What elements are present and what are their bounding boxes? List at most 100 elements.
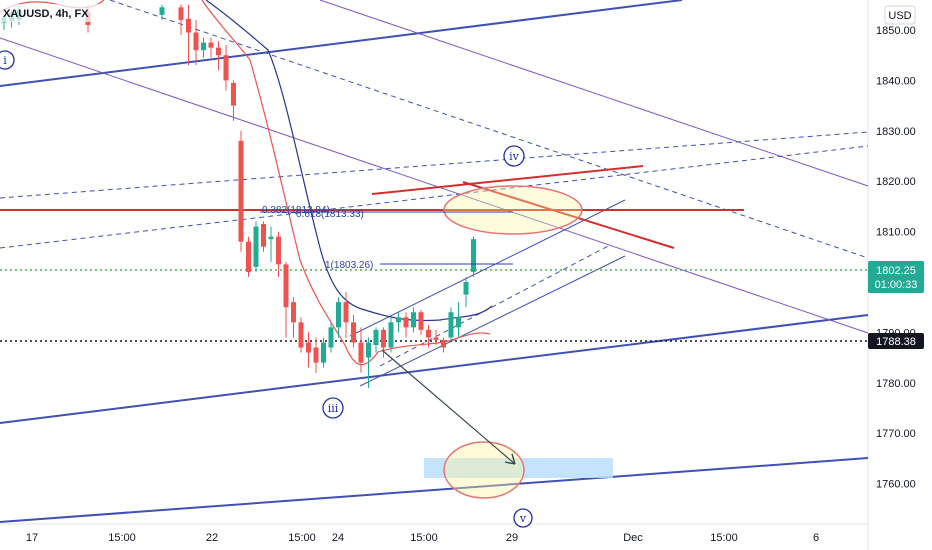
price-tick-label: 1810.00 (876, 227, 916, 239)
candle-body[interactable] (456, 317, 461, 328)
candle-body[interactable] (441, 339, 446, 348)
candle-body[interactable] (336, 302, 341, 328)
candle-body[interactable] (231, 82, 236, 106)
header-backdrop (0, 4, 100, 22)
candle-body[interactable] (448, 312, 454, 338)
fib-label-0618: 0.618(1813.33) (296, 209, 364, 220)
red-line-down[interactable] (462, 181, 675, 249)
price-tick-label: 1770.00 (876, 428, 916, 440)
candle-body[interactable] (418, 312, 424, 330)
dashed-line-2[interactable] (0, 131, 869, 199)
wave-label-i[interactable]: i (0, 50, 15, 70)
candle-body[interactable] (208, 42, 214, 48)
candle-body[interactable] (238, 140, 244, 242)
candle-body[interactable] (396, 317, 401, 323)
candle-body[interactable] (268, 236, 274, 240)
moving-average-blue (205, 0, 493, 322)
candle-body[interactable] (358, 342, 364, 363)
projection-arrow[interactable] (381, 349, 516, 465)
candle-body[interactable] (291, 302, 296, 323)
time-tick-label: 15:00 (710, 532, 738, 544)
dashed-line-3[interactable] (0, 145, 869, 249)
wave-label-iii[interactable]: iii (322, 397, 344, 419)
red-line-up[interactable] (371, 165, 644, 195)
price-axis[interactable]: 1850.001840.001830.001820.001810.001790.… (876, 25, 916, 491)
wave-label-iv[interactable]: iv (503, 145, 525, 167)
candle-body[interactable] (186, 18, 191, 33)
time-tick-label: 24 (332, 532, 344, 544)
candle-body[interactable] (246, 241, 251, 272)
projection-arrowhead (504, 453, 516, 465)
candle-body[interactable] (426, 329, 431, 338)
candle-body[interactable] (471, 239, 476, 272)
svg-text:i: i (3, 54, 7, 67)
candle-body[interactable] (351, 322, 356, 343)
candle-body[interactable] (178, 7, 184, 20)
moving-average-red (201, 0, 491, 366)
candle-body[interactable] (366, 342, 371, 358)
time-tick-label: Dec (623, 532, 643, 544)
currency-button[interactable]: USD (884, 5, 916, 25)
fib-label-0382: 0.382(1813.94) (262, 205, 330, 216)
target-zone-rect[interactable] (424, 458, 613, 478)
wave-label-v[interactable]: v (513, 508, 533, 528)
candle-body[interactable] (216, 47, 221, 56)
candle-body[interactable] (403, 317, 409, 328)
time-tick-label: 22 (206, 532, 218, 544)
price-tick-label: 1840.00 (876, 75, 916, 87)
candle-body[interactable] (306, 342, 311, 353)
candle-body[interactable] (433, 337, 439, 340)
price-tick-label: 1830.00 (876, 126, 916, 138)
highlight-ellipse-top[interactable] (443, 185, 583, 235)
candle-body[interactable] (283, 264, 289, 308)
channel-mid-line[interactable] (0, 314, 869, 424)
candle-body[interactable] (261, 224, 266, 247)
dashed-line-4[interactable] (379, 244, 611, 367)
candle-body[interactable] (201, 42, 206, 51)
candle-body[interactable] (381, 329, 386, 348)
candle-body[interactable] (159, 7, 165, 15)
svg-text:iii: iii (328, 402, 339, 415)
time-tick-label: 15:00 (288, 532, 316, 544)
candle-body[interactable] (343, 302, 349, 323)
candle-body[interactable] (463, 282, 469, 295)
time-tick-label: 29 (506, 532, 518, 544)
price-tick-label: 1760.00 (876, 479, 916, 491)
svg-text:USD: USD (888, 10, 911, 22)
price-tick-label: 1850.00 (876, 25, 916, 37)
candle-body[interactable] (253, 226, 259, 267)
small-channel-lower[interactable] (359, 255, 626, 387)
candle-body[interactable] (223, 55, 229, 81)
small-channel-upper[interactable] (349, 199, 626, 337)
candle-body[interactable] (193, 32, 199, 51)
time-axis[interactable]: 17 15:00 22 15:00 24 15:00 29 Dec 15:00 6 (26, 532, 819, 544)
symbol-header[interactable]: XAUUSD, 4h, FX (3, 8, 89, 20)
candle-body[interactable] (321, 342, 326, 363)
svg-text:iv: iv (509, 150, 520, 163)
time-tick-label: 15:00 (108, 532, 136, 544)
trend-line-thin-1[interactable] (319, 0, 869, 187)
candle-body[interactable] (411, 312, 416, 328)
dashed-line-1[interactable] (109, 0, 869, 259)
channel-top-line[interactable] (0, 0, 683, 87)
fib-label-1: 1(1803.26) (325, 260, 373, 271)
svg-text:01:00:33: 01:00:33 (875, 279, 918, 291)
candle-body[interactable] (328, 327, 334, 348)
price-tick-label: 1820.00 (876, 176, 916, 188)
trend-line-thin-2[interactable] (0, 37, 869, 334)
candle-body[interactable] (373, 329, 379, 345)
candle-body[interactable] (313, 347, 319, 363)
channel-bottom-line[interactable] (0, 457, 869, 523)
candle-body[interactable] (298, 322, 304, 348)
price-tick-label: 1780.00 (876, 378, 916, 390)
time-tick-label: 6 (813, 532, 819, 544)
time-tick-label: 15:00 (410, 532, 438, 544)
candle-body[interactable] (276, 236, 281, 265)
marked-price-badge: 1788.38 (868, 333, 924, 349)
candle-body[interactable] (388, 322, 394, 348)
highlight-ellipse-bottom[interactable] (443, 441, 525, 499)
svg-text:v: v (519, 512, 527, 525)
svg-text:1802.25: 1802.25 (876, 265, 916, 277)
